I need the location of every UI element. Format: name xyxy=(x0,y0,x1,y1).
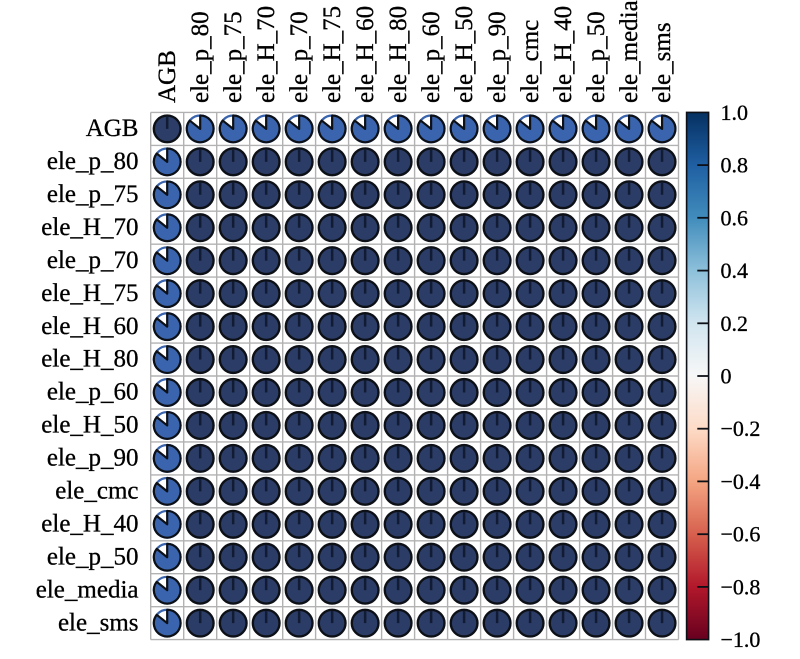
svg-text:−0.2: −0.2 xyxy=(721,416,761,441)
svg-text:0.6: 0.6 xyxy=(721,205,749,230)
svg-text:ele_p_50: ele_p_50 xyxy=(47,543,139,570)
svg-text:ele_H_40: ele_H_40 xyxy=(550,6,577,103)
svg-text:ele_H_80: ele_H_80 xyxy=(41,346,138,373)
svg-text:ele_media: ele_media xyxy=(36,576,139,603)
svg-text:ele_H_75: ele_H_75 xyxy=(319,6,346,103)
svg-text:ele_H_70: ele_H_70 xyxy=(253,6,280,103)
svg-text:ele_p_90: ele_p_90 xyxy=(484,11,511,103)
svg-text:ele_p_70: ele_p_70 xyxy=(47,247,139,274)
svg-text:ele_p_60: ele_p_60 xyxy=(47,379,139,406)
svg-text:ele_cmc: ele_cmc xyxy=(517,20,544,103)
svg-text:0.8: 0.8 xyxy=(721,153,749,178)
svg-text:ele_H_80: ele_H_80 xyxy=(385,6,412,103)
svg-text:ele_cmc: ele_cmc xyxy=(55,478,138,505)
svg-text:AGB: AGB xyxy=(154,50,181,103)
svg-text:ele_p_75: ele_p_75 xyxy=(47,181,139,208)
svg-text:ele_p_90: ele_p_90 xyxy=(47,445,139,472)
svg-text:ele_H_40: ele_H_40 xyxy=(41,511,138,538)
svg-text:ele_sms: ele_sms xyxy=(649,22,676,103)
svg-text:ele_media: ele_media xyxy=(616,0,643,103)
svg-text:ele_H_70: ele_H_70 xyxy=(41,214,138,241)
svg-text:ele_H_60: ele_H_60 xyxy=(352,6,379,103)
svg-text:AGB: AGB xyxy=(86,115,139,142)
svg-text:ele_p_75: ele_p_75 xyxy=(220,11,247,103)
svg-text:−0.6: −0.6 xyxy=(721,522,761,547)
svg-text:−0.8: −0.8 xyxy=(721,574,761,599)
svg-text:−0.4: −0.4 xyxy=(721,469,761,494)
svg-text:ele_H_60: ele_H_60 xyxy=(41,313,138,340)
svg-text:ele_p_50: ele_p_50 xyxy=(583,11,610,103)
svg-text:ele_H_75: ele_H_75 xyxy=(41,280,138,307)
svg-text:ele_p_70: ele_p_70 xyxy=(286,11,313,103)
svg-text:1.0: 1.0 xyxy=(721,100,749,125)
svg-text:−1.0: −1.0 xyxy=(721,627,761,652)
svg-text:ele_sms: ele_sms xyxy=(58,609,139,636)
svg-text:ele_H_50: ele_H_50 xyxy=(451,6,478,103)
svg-text:ele_H_50: ele_H_50 xyxy=(41,412,138,439)
svg-text:0: 0 xyxy=(721,364,732,389)
svg-text:ele_p_80: ele_p_80 xyxy=(187,11,214,103)
svg-text:0.4: 0.4 xyxy=(721,258,749,283)
svg-text:ele_p_60: ele_p_60 xyxy=(418,11,445,103)
svg-text:0.2: 0.2 xyxy=(721,311,749,336)
svg-text:ele_p_80: ele_p_80 xyxy=(47,148,139,175)
